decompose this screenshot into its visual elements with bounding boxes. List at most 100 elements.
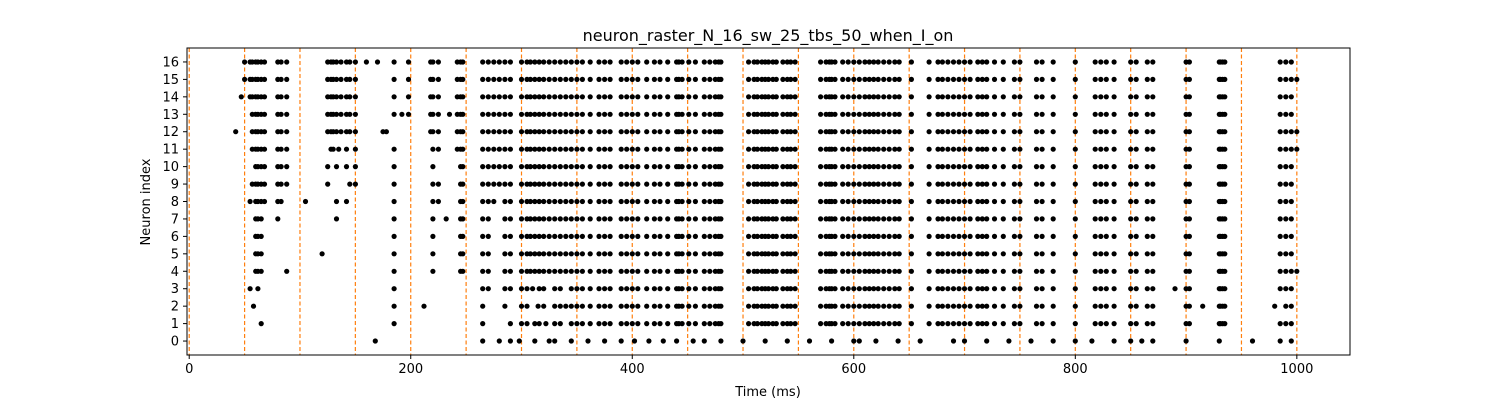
spike-point [536, 164, 542, 170]
spike-point [832, 181, 838, 187]
spike-point [624, 198, 630, 205]
spike-point [557, 216, 563, 222]
spike-point [430, 216, 436, 222]
spike-point [491, 111, 497, 117]
spike-point [602, 233, 608, 239]
spike-point [840, 198, 846, 205]
spike-point [491, 164, 497, 170]
spike-point [851, 198, 857, 205]
spike-point [856, 251, 862, 257]
spike-point [991, 94, 998, 100]
spike-point [546, 216, 552, 222]
spike-point [430, 268, 436, 274]
spike-point [908, 321, 915, 327]
spike-point [644, 268, 650, 274]
spike-point [967, 198, 973, 205]
spike-point [975, 59, 981, 65]
spike-point [485, 129, 491, 135]
spike-point [956, 303, 962, 309]
spike-point [1128, 198, 1134, 205]
spike-point [644, 76, 650, 82]
spike-point [1111, 111, 1117, 117]
spike-point [991, 321, 998, 327]
spike-point [587, 181, 593, 187]
spike-point [840, 321, 846, 327]
spike-point [278, 94, 284, 100]
spike-point [536, 216, 542, 222]
spike-point [746, 164, 752, 170]
spike-point [773, 321, 779, 327]
spike-point [754, 268, 761, 274]
spike-point [908, 233, 915, 239]
spike-point [1000, 164, 1006, 170]
spike-point [892, 286, 898, 292]
spike-point [886, 251, 892, 257]
spike-point [896, 286, 902, 292]
spike-point [939, 286, 946, 292]
spike-point [1000, 251, 1006, 257]
spike-point [491, 59, 497, 65]
spike-point [871, 164, 877, 170]
spike-point [840, 129, 846, 135]
spike-point [1277, 338, 1283, 344]
spike-point [961, 321, 968, 327]
spike-point [792, 233, 798, 239]
spike-point [557, 164, 563, 170]
spike-point [563, 164, 569, 170]
spike-point [518, 216, 525, 222]
spike-point [624, 94, 630, 100]
spike-point [536, 111, 542, 117]
spike-point [618, 94, 624, 100]
spike-point [1092, 146, 1098, 152]
spike-point [1072, 303, 1078, 309]
spike-point [975, 181, 981, 187]
spike-point [1011, 233, 1018, 239]
spike-point [1011, 76, 1018, 82]
spike-point [651, 129, 658, 135]
spike-point [1039, 129, 1045, 135]
spike-point [851, 303, 857, 309]
spike-point [491, 94, 497, 100]
spike-point [1039, 94, 1045, 100]
spike-point [579, 94, 586, 100]
spike-point [718, 198, 724, 205]
spike-point [1089, 338, 1095, 344]
spike-point [546, 268, 552, 274]
spike-point [657, 146, 663, 152]
spike-point [1294, 146, 1300, 152]
spike-point [261, 59, 268, 65]
spike-point [945, 198, 951, 205]
spike-point [480, 286, 486, 292]
spike-point [956, 216, 962, 222]
spike-point [956, 146, 962, 152]
spike-point [832, 268, 838, 274]
spike-point [975, 216, 981, 222]
spike-point [1033, 321, 1040, 327]
spike-point [507, 94, 513, 100]
spike-point [651, 111, 658, 117]
spike-point [875, 164, 881, 170]
spike-point [829, 338, 835, 344]
spike-point [862, 129, 868, 135]
spike-point [1103, 268, 1109, 274]
spike-point [701, 111, 707, 117]
spike-point [845, 216, 851, 222]
spike-point [507, 164, 513, 170]
spike-point [1277, 111, 1283, 117]
spike-point [1039, 233, 1045, 239]
spike-point [352, 76, 358, 82]
spike-point [939, 268, 946, 274]
spike-point [718, 59, 724, 65]
spike-point [856, 164, 862, 170]
spike-point [856, 94, 862, 100]
spike-point [496, 76, 502, 82]
spike-point [818, 198, 824, 205]
spike-point [319, 251, 325, 257]
spike-point [967, 146, 973, 152]
spike-point [1039, 59, 1045, 65]
spike-point [1092, 59, 1098, 65]
spike-point [1011, 129, 1018, 135]
spike-point [686, 146, 692, 152]
spike-point [536, 233, 542, 239]
spike-point [1288, 76, 1294, 82]
